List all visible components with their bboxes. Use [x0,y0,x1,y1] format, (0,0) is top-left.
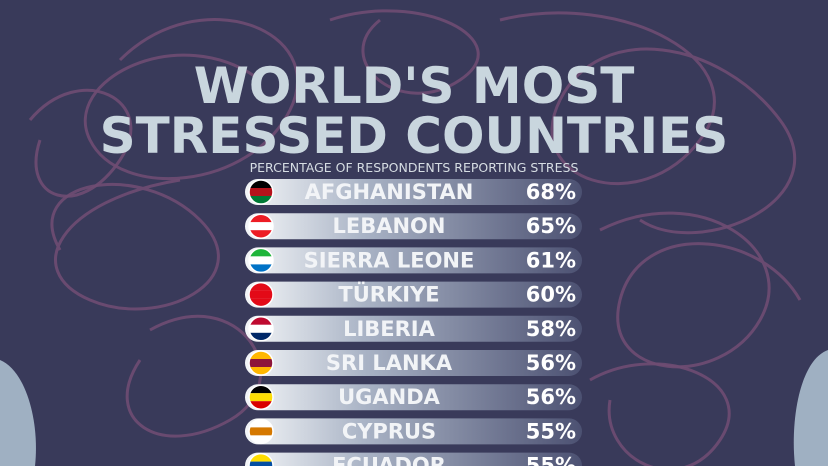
stress-percent: 68% [526,180,576,204]
row-pill [245,350,582,376]
flag [248,213,274,239]
flag-ring [248,418,274,445]
flag-stripe [249,256,273,265]
flag-stripe [249,332,273,341]
row-pill [245,213,582,240]
rows: AFGHANISTAN 68% LEBANON 65% SIERRA LEONE 61% T… [245,179,582,466]
flag-ring [248,247,274,274]
stress-percent: 65% [526,214,576,238]
stress-percent: 55% [526,419,576,443]
flag-stripe [249,230,273,239]
flag-stripe [249,427,273,436]
flag-stripe [249,290,273,299]
title: STRESSED COUNTRIES [100,107,729,165]
flag-ring [248,384,274,410]
country-name: LIBERIA [343,317,436,341]
flag [248,350,274,376]
flag-ring [248,281,274,308]
flag-stripe [249,367,273,375]
row-pill [245,179,582,205]
stress-percent: 56% [526,351,576,375]
row-pill [245,452,582,466]
scribbles [28,9,802,466]
flag [248,384,274,410]
flag-ring [248,350,274,376]
flag [248,247,274,274]
flag-stripe [249,298,273,307]
flag-ring [248,179,274,205]
corner-shape [793,350,828,466]
flag-stripe [249,248,273,257]
flag-stripe [249,351,273,359]
flag-stripe [249,214,273,223]
flag-stripe [249,419,273,428]
country-name: AFGHANISTAN [305,180,474,204]
row-pill [245,384,582,411]
flag [248,179,274,205]
country-name: UGANDA [338,385,441,409]
country-name: SIERRA LEONE [304,248,475,272]
country-name: TÜRKIYE [338,282,439,307]
corner-shape [0,360,36,466]
flag-stripe [249,393,273,402]
row-pill [245,315,582,342]
stress-percent: 61% [526,248,576,272]
country-name: SRI LANKA [326,351,453,375]
flag-stripe [249,282,273,291]
flag-stripe [249,264,273,273]
flag-stripe [249,435,273,444]
stress-percent: 60% [526,283,576,307]
flag-stripe [249,461,273,466]
flag-stripe [249,180,273,188]
stress-percent: 58% [526,317,576,341]
country-name: LEBANON [333,214,446,238]
stress-percent: 55% [526,454,576,466]
flag-stripe [249,316,273,325]
flag-stripe [249,453,273,462]
row-pill [245,281,582,308]
flag-stripe [249,359,273,367]
row-pill [245,247,582,274]
title: WORLD'S MOST [194,57,635,115]
flag-ring [248,213,274,239]
subtitle: PERCENTAGE OF RESPONDENTS REPORTING STRE… [250,160,579,175]
flag [248,418,274,445]
flag-stripe [249,196,273,204]
country-name: CYPRUS [342,419,436,443]
stress-percent: 56% [526,385,576,409]
flag [248,316,274,342]
flag-stripe [249,385,273,394]
flag-stripe [249,188,273,196]
flag [248,281,274,308]
country-name: ECUADOR [332,454,446,466]
flag-stripe [249,401,273,410]
row-pill [245,418,582,445]
flag-stripe [249,222,273,231]
flag-ring [248,316,274,342]
flag-stripe [249,324,273,333]
